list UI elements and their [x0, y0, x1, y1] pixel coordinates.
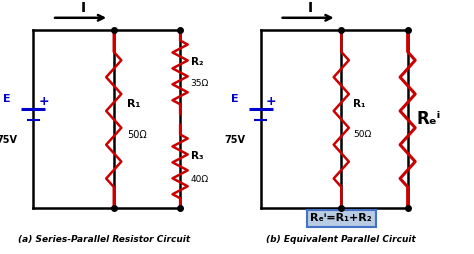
Text: Rₑⁱ: Rₑⁱ: [416, 110, 440, 128]
Text: (a) Series-Parallel Resistor Circuit: (a) Series-Parallel Resistor Circuit: [18, 235, 191, 244]
Text: 40Ω: 40Ω: [191, 174, 209, 184]
Text: 75V: 75V: [224, 135, 245, 145]
Text: 75V: 75V: [0, 135, 18, 145]
Text: R₁: R₁: [127, 99, 140, 109]
Text: Rₑⁱ=R₁+R₂: Rₑⁱ=R₁+R₂: [310, 213, 372, 224]
Text: E: E: [3, 94, 11, 104]
Text: +: +: [266, 95, 276, 108]
Text: +: +: [38, 95, 49, 108]
Text: E: E: [231, 94, 238, 104]
Text: (b) Equivalent Parallel Circuit: (b) Equivalent Parallel Circuit: [266, 235, 416, 244]
Text: I: I: [81, 1, 85, 15]
Text: I: I: [308, 1, 313, 15]
Text: 50Ω: 50Ω: [127, 130, 147, 140]
Text: 50Ω: 50Ω: [353, 130, 372, 139]
Text: 35Ω: 35Ω: [191, 79, 209, 88]
Text: R₁: R₁: [353, 99, 365, 109]
Text: R₂: R₂: [191, 57, 203, 67]
Text: R₃: R₃: [191, 151, 203, 161]
